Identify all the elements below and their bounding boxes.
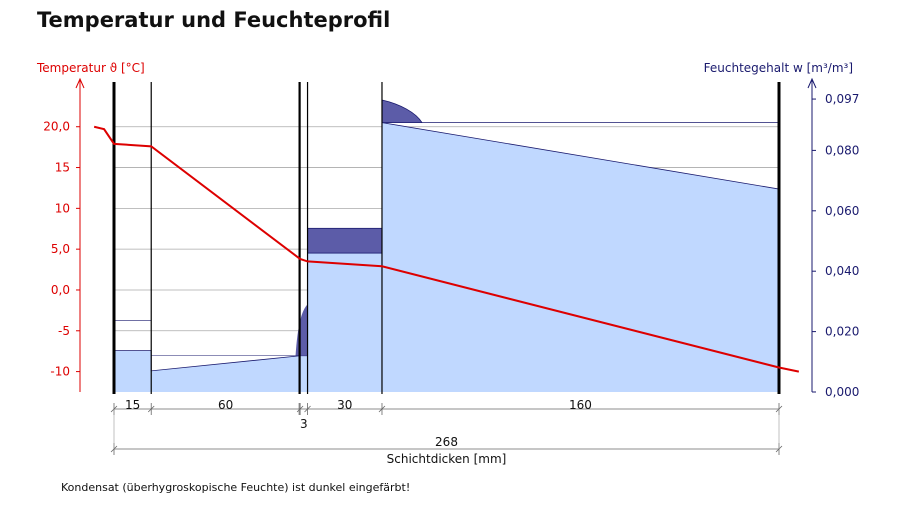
x-axis-label: Schichtdicken [mm] <box>387 452 507 466</box>
layer-thickness-label: 3 <box>300 417 308 431</box>
left-tick-label: -5 <box>58 324 70 338</box>
layer-thickness-label: 15 <box>125 398 140 412</box>
right-tick-label: 0,020 <box>825 325 859 339</box>
left-tick-label: 15 <box>55 161 70 175</box>
temperature-line <box>93 125 800 373</box>
right-tick-label: 0,080 <box>825 143 859 157</box>
dimension-tick <box>147 405 155 413</box>
left-tick-label: 20,0 <box>43 120 70 134</box>
right-axis-label: Feuchtegehalt w [m³/m³] <box>704 61 853 75</box>
chart-title: Temperatur und Feuchteprofil <box>37 8 391 32</box>
total-thickness-label: 268 <box>435 435 458 449</box>
dimension-tick <box>296 405 304 413</box>
left-axis-label: Temperatur ϑ [°C] <box>36 61 145 75</box>
condensate-region <box>295 304 308 356</box>
right-tick-label: 0,000 <box>825 385 859 399</box>
left-tick-label: 10 <box>55 201 70 215</box>
right-axis-arrow <box>807 77 817 89</box>
condensate-note: Kondensat (überhygroskopische Feuchte) i… <box>61 481 411 494</box>
left-axis-arrow <box>75 77 85 89</box>
layer-thickness-label: 60 <box>218 398 233 412</box>
condensate-region <box>307 227 383 254</box>
left-tick-label: 0,0 <box>51 283 70 297</box>
moisture-fill <box>114 122 779 392</box>
right-tick-label: 0,040 <box>825 264 859 278</box>
dimension-tick <box>304 405 311 413</box>
condensate-region <box>381 99 423 124</box>
right-tick-label: 0,060 <box>825 204 859 218</box>
left-tick-label: 5,0 <box>51 242 70 256</box>
layer-thickness-label: 160 <box>569 398 592 412</box>
layer-thickness-label: 30 <box>337 398 352 412</box>
dimension-tick <box>378 405 386 413</box>
left-tick-label: -10 <box>50 365 70 379</box>
right-tick-label: 0,097 <box>825 92 859 106</box>
